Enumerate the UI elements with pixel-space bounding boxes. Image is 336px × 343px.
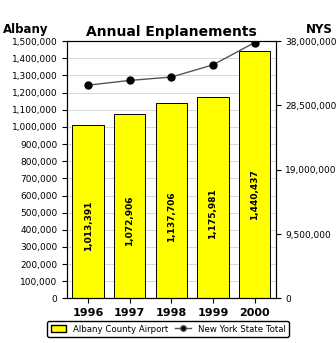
Text: NYS: NYS: [306, 23, 333, 36]
Bar: [198, 97, 229, 298]
Legend: Albany County Airport, New York State Total: Albany County Airport, New York State To…: [47, 321, 289, 337]
Title: Annual Enplanements: Annual Enplanements: [86, 25, 257, 39]
Text: 1,072,906: 1,072,906: [125, 196, 134, 246]
Text: 1,137,706: 1,137,706: [167, 191, 176, 242]
Text: 1,013,391: 1,013,391: [84, 200, 92, 251]
Bar: [114, 115, 145, 298]
Text: 1,175,981: 1,175,981: [209, 188, 217, 239]
Text: 1,440,437: 1,440,437: [250, 169, 259, 220]
Bar: [239, 51, 270, 298]
Bar: [156, 103, 187, 298]
Bar: [73, 125, 103, 298]
Text: Albany: Albany: [3, 23, 49, 36]
